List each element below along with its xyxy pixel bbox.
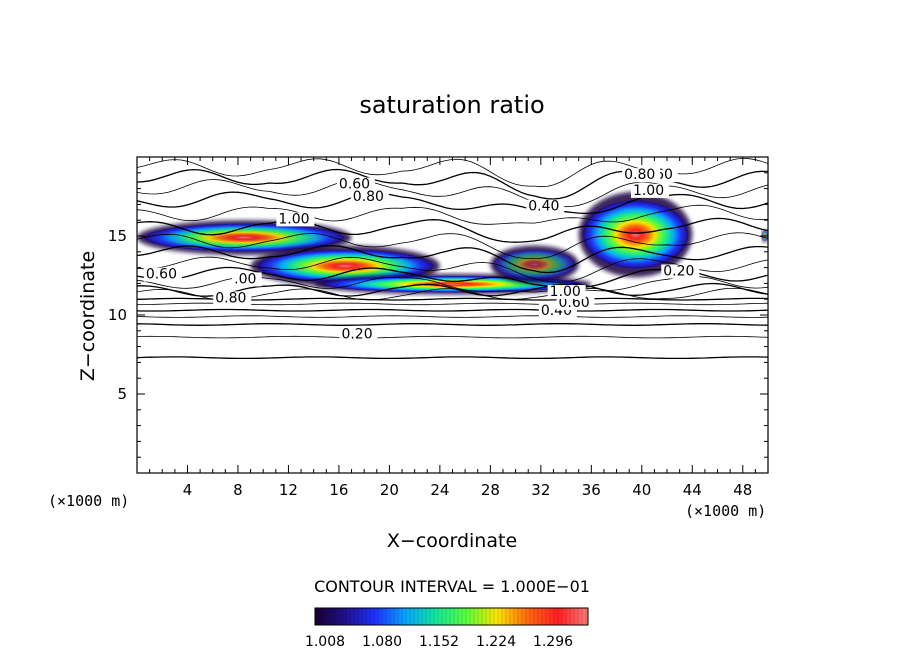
contour-label: 0.80 — [624, 167, 655, 183]
z-unit-label: (×1000 m) — [48, 492, 129, 510]
contour-label-backing — [143, 267, 182, 282]
x-tick-label: 4 — [183, 481, 193, 499]
contour-label: 0.20 — [663, 264, 694, 280]
contour-label-backing — [339, 327, 378, 342]
contour-line — [137, 356, 768, 360]
contour-label: 0.80 — [215, 290, 246, 306]
contour-label-backing — [661, 264, 700, 279]
colorbar: 1.008 1.080 1.152 1.224 1.296 — [305, 607, 589, 650]
contour-label: 0.80 — [353, 189, 384, 205]
colorbar-tick-label: 1.296 — [533, 634, 573, 650]
contour-label-layer: 0.600.801.000.600.80.000.200.400.601.000… — [143, 167, 700, 343]
contour-label-backing — [232, 272, 262, 287]
colorbar-stripes — [317, 609, 587, 624]
contour-label: 1.00 — [278, 211, 309, 227]
contour-label-backing — [213, 291, 252, 306]
x-tick-label: 40 — [632, 481, 651, 499]
contour-label: 0.60 — [146, 267, 177, 283]
x-tick-label: 48 — [733, 481, 752, 499]
contour-line — [137, 323, 768, 326]
cloud-layer — [137, 191, 768, 295]
contour-line — [137, 204, 768, 225]
contour-line — [137, 335, 768, 339]
contour-label: .00 — [234, 271, 256, 287]
x-tick-label: 24 — [430, 481, 449, 499]
x-tick-label: 36 — [582, 481, 601, 499]
contour-label-backing — [630, 183, 669, 198]
contour-line — [137, 232, 768, 259]
x-tick-label: 28 — [481, 481, 500, 499]
contour-label-backing — [336, 177, 375, 192]
contour-interval-label: CONTOUR INTERVAL = 1.000E−01 — [314, 577, 590, 596]
contour-line — [137, 245, 768, 274]
x-tick-label: 12 — [279, 481, 298, 499]
contour-label-backing — [276, 212, 315, 227]
y-tick-label: 10 — [108, 306, 127, 324]
cloud-region — [582, 200, 689, 269]
contour-line — [137, 308, 768, 312]
contour-label: 0.40 — [528, 199, 559, 215]
colorbar-bar — [314, 607, 589, 626]
contour-label: 0.60 — [339, 177, 370, 193]
contour-line — [137, 256, 768, 283]
cloud-region — [144, 223, 345, 252]
contour-label: 1.00 — [633, 183, 664, 199]
y-tick-label: 5 — [117, 385, 127, 403]
x-tick-label: 8 — [233, 481, 243, 499]
contour-label: 0.20 — [341, 327, 372, 343]
y-axis-label: Z−coordinate — [77, 251, 99, 381]
contour-line — [137, 315, 768, 318]
contour-line — [137, 217, 768, 243]
contour-label: 0.60 — [559, 295, 590, 311]
colorbar-tick-label: 1.008 — [305, 634, 345, 650]
x-tick-label: 32 — [531, 481, 550, 499]
contour-line — [137, 179, 768, 208]
contour-label-backing — [547, 285, 586, 300]
contour-label-backing — [556, 296, 595, 311]
chart-title: saturation ratio — [359, 91, 544, 119]
colorbar-tick-label: 1.224 — [476, 634, 516, 650]
contour-label-backing — [350, 190, 389, 205]
x-axis-label: X−coordinate — [387, 530, 517, 552]
colorbar-ticks: 1.008 1.080 1.152 1.224 1.296 — [305, 634, 573, 650]
contour-label-backing — [526, 199, 565, 214]
contour-label-backing — [622, 168, 661, 183]
contour-line — [137, 282, 768, 297]
contour-label: 1.00 — [550, 284, 581, 300]
plot-area: 0.600.801.000.600.80.000.200.400.601.000… — [108, 156, 769, 499]
x-unit-label: (×1000 m) — [685, 502, 766, 520]
colorbar-tick-label: 1.152 — [419, 634, 459, 650]
x-tick-label: 20 — [380, 481, 399, 499]
x-tick-label: 16 — [329, 481, 348, 499]
y-tick-label: 15 — [108, 227, 127, 245]
x-tick-label: 44 — [683, 481, 702, 499]
colorbar-tick-label: 1.080 — [362, 634, 402, 650]
